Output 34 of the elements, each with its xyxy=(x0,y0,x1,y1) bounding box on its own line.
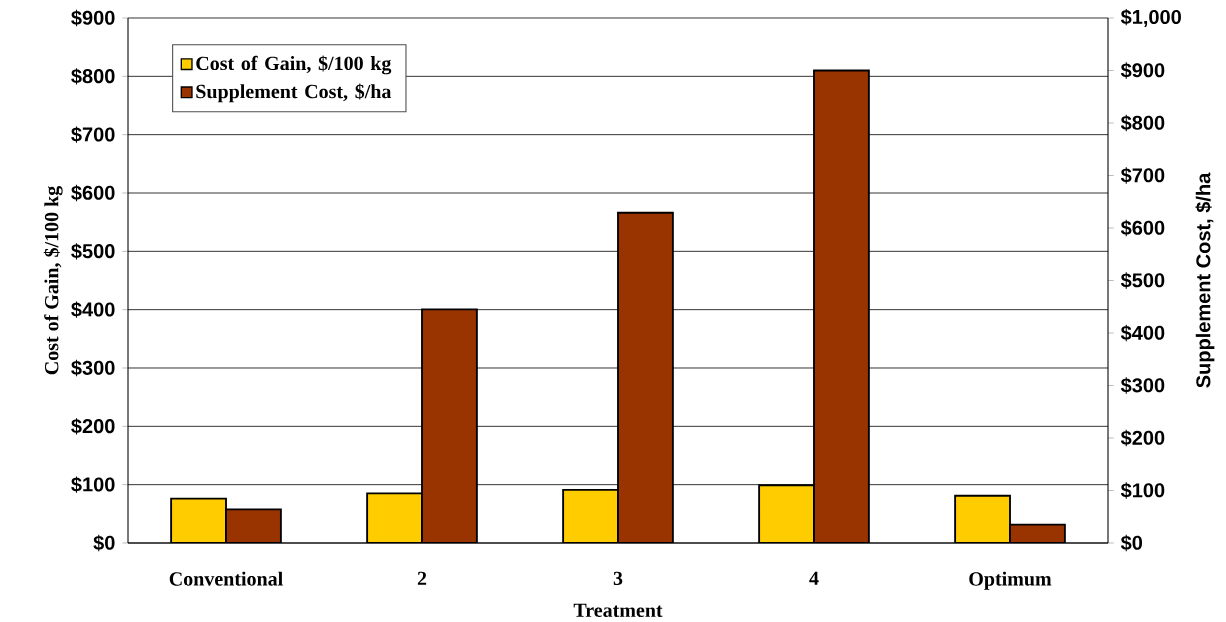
y-tick-label: $200 xyxy=(71,418,115,435)
y2-tick-label: $300 xyxy=(1120,377,1165,394)
x-tick-label: 2 xyxy=(417,571,427,585)
y2-tick-label: $200 xyxy=(1120,429,1165,447)
x-tick-label: Conventional xyxy=(169,571,283,586)
y2-tick-label: $400 xyxy=(1120,324,1165,342)
x-axis-title: Treatment xyxy=(573,603,663,617)
bar xyxy=(421,308,478,543)
y-tick-label: $800 xyxy=(71,68,115,85)
y-tick-label: $900 xyxy=(71,9,115,27)
bar xyxy=(813,69,870,543)
y-tick-label: $700 xyxy=(71,126,115,143)
y2-axis-title: Supplement Cost, $/ha xyxy=(1195,172,1215,388)
x-tick-label: 4 xyxy=(809,571,819,585)
y2-tick-label: $900 xyxy=(1120,62,1165,79)
y-tick-label: $100 xyxy=(71,476,115,493)
y2-tick-label: $100 xyxy=(1120,482,1165,499)
y2-tick-label: $1,000 xyxy=(1120,9,1181,27)
bar xyxy=(617,211,674,543)
y-tick-label: $600 xyxy=(71,184,115,202)
y2-tick-label: $800 xyxy=(1120,114,1165,132)
y2-tick-label: $600 xyxy=(1120,219,1165,237)
y-tick-label: $300 xyxy=(71,359,115,377)
y-tick-label: $500 xyxy=(71,243,115,260)
y-tick-label: $400 xyxy=(71,301,115,318)
legend-label: Cost of Gain, $/100 kg xyxy=(196,55,392,75)
y2-tick-label: $500 xyxy=(1120,272,1165,289)
legend-label: Supplement Cost, $/ha xyxy=(196,83,392,103)
y-tick-label: $0 xyxy=(93,534,115,552)
x-tick-label: Optimum xyxy=(969,571,1052,590)
y-axis-title: Cost of Gain, $/100 kg xyxy=(43,185,63,375)
y2-tick-label: $0 xyxy=(1120,534,1143,552)
y2-tick-label: $700 xyxy=(1120,167,1165,184)
x-tick-label: 3 xyxy=(613,571,623,586)
